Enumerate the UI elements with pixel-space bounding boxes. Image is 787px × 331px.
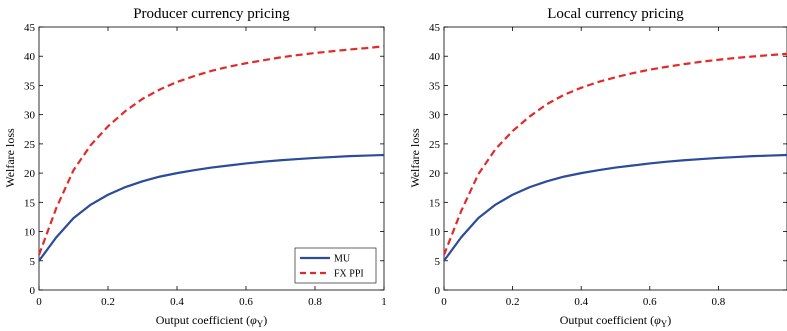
y-tick-label: 0 xyxy=(30,285,36,297)
x-axis-label: Output coefficient (φY) xyxy=(156,313,268,329)
y-axis-label: Welfare loss xyxy=(3,128,17,188)
legend-box xyxy=(294,247,377,284)
y-tick-label: 20 xyxy=(429,168,441,180)
x-axis-label: Output coefficient (φY) xyxy=(560,313,672,329)
panel-local-currency-pricing: Local currency pricing Welfare loss Outp… xyxy=(408,6,787,329)
y-tick-label: 5 xyxy=(30,256,36,268)
x-axis-label-text: Output coefficient ( xyxy=(560,313,654,327)
y-tick-label: 35 xyxy=(24,80,36,92)
x-axis-label-symbol: φ xyxy=(654,313,661,327)
series-line-dashed xyxy=(37,45,385,256)
legend: MU FX PPI xyxy=(294,247,377,284)
series-line-solid xyxy=(38,153,385,262)
chart-title: Producer currency pricing xyxy=(133,6,290,22)
x-tick-label: 0.2 xyxy=(506,296,520,308)
y-tick-label: 40 xyxy=(24,51,36,63)
x-tick-label: 0.4 xyxy=(170,296,184,308)
x-ticks: 0 0.2 0.4 0.6 0.8 1 xyxy=(36,27,387,308)
y-tick-label: 0 xyxy=(435,285,441,297)
y-tick-label: 40 xyxy=(429,51,441,63)
x-tick-label: 0.6 xyxy=(239,296,253,308)
series-lines xyxy=(442,52,787,262)
x-tick-label: 0.8 xyxy=(712,296,726,308)
x-axis-label-subscript: Y xyxy=(257,319,264,329)
x-tick-label: 0.8 xyxy=(308,296,322,308)
x-axis-label-text: Output coefficient ( xyxy=(156,313,250,327)
series-lines xyxy=(37,45,385,262)
y-tick-label: 30 xyxy=(429,110,441,122)
y-tick-label: 15 xyxy=(429,197,441,209)
x-axis-label-close: ) xyxy=(667,313,671,327)
y-tick-label: 30 xyxy=(24,110,36,122)
x-tick-label: 1 xyxy=(381,296,387,308)
y-tick-label: 20 xyxy=(24,168,36,180)
plot-area xyxy=(443,26,787,291)
x-ticks: 0 0.2 0.4 0.6 0.8 xyxy=(441,27,726,308)
y-tick-label: 25 xyxy=(24,139,36,151)
y-tick-label: 45 xyxy=(429,22,441,34)
y-tick-label: 45 xyxy=(24,22,36,34)
legend-label-fx-ppi: FX PPI xyxy=(334,269,364,280)
x-axis-label-close: ) xyxy=(263,313,267,327)
legend-label-mu: MU xyxy=(334,254,351,265)
x-axis-label-symbol: φ xyxy=(250,313,257,327)
y-ticks: 0 5 10 15 20 25 30 35 40 45 xyxy=(429,22,787,297)
y-tick-label: 35 xyxy=(429,80,441,92)
y-ticks: 0 5 10 15 20 25 30 35 40 45 xyxy=(24,22,384,297)
series-line-dashed xyxy=(442,52,787,256)
panel-producer-currency-pricing: Producer currency pricing Welfare loss O… xyxy=(3,6,387,329)
x-tick-label: 0.6 xyxy=(643,296,657,308)
y-tick-label: 25 xyxy=(429,139,441,151)
x-tick-label: 0.2 xyxy=(101,296,115,308)
series-line-solid xyxy=(443,153,787,262)
x-tick-label: 0 xyxy=(36,296,42,308)
y-tick-label: 10 xyxy=(24,227,36,239)
y-axis-label: Welfare loss xyxy=(408,128,422,188)
x-axis-label-subscript: Y xyxy=(661,319,668,329)
y-tick-label: 10 xyxy=(429,227,441,239)
x-tick-label: 0.4 xyxy=(574,296,588,308)
y-tick-label: 15 xyxy=(24,197,36,209)
chart-title: Local currency pricing xyxy=(547,6,684,22)
x-tick-label: 0 xyxy=(441,296,447,308)
y-tick-label: 5 xyxy=(435,256,441,268)
